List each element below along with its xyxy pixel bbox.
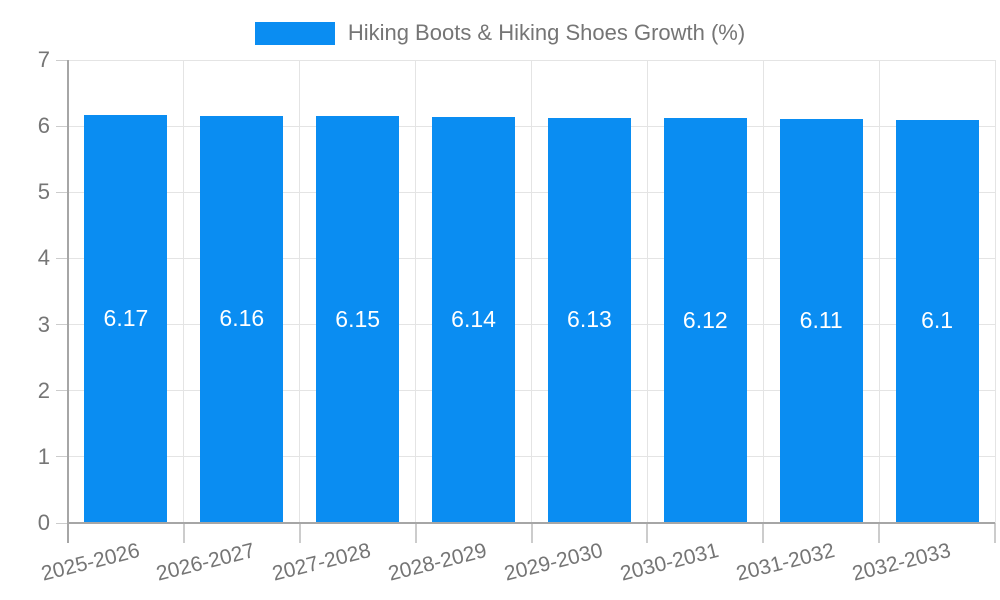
x-axis-tick (994, 523, 996, 543)
legend-label: Hiking Boots & Hiking Shoes Growth (%) (347, 20, 746, 45)
gridline-vertical (183, 60, 185, 523)
gridline-vertical (299, 60, 301, 523)
y-axis-tick-label: 7 (37, 47, 50, 72)
gridline-vertical (878, 60, 880, 523)
x-axis-tick-label: 2030-2031 (617, 539, 721, 586)
bar-2027-2028[interactable] (316, 116, 400, 523)
bar-value-label: 6.15 (335, 305, 381, 332)
y-axis-tick-label: 4 (37, 245, 50, 271)
x-axis-tick (182, 523, 185, 543)
gridline-vertical (994, 60, 996, 523)
gridline-vertical (531, 60, 532, 523)
x-axis-tick-label: 2029-2030 (501, 539, 606, 586)
gridline-vertical (415, 60, 417, 523)
y-axis-tick (56, 390, 68, 392)
x-axis-tick (298, 523, 301, 543)
gridline-vertical (646, 60, 648, 523)
y-axis-tick (56, 125, 68, 127)
bar-value-label: 6.11 (799, 306, 843, 333)
x-axis-line (68, 522, 995, 524)
y-axis-tick (56, 257, 68, 259)
bar-value-label: 6.13 (567, 306, 612, 333)
y-axis-tick-label: 3 (37, 311, 50, 337)
bar-2029-2030[interactable] (547, 117, 631, 523)
y-axis-tick (56, 456, 68, 458)
bar-2026-2027[interactable] (200, 115, 284, 523)
bar-2032-2033[interactable] (895, 119, 979, 523)
bar-value-label: 6.12 (682, 306, 728, 333)
legend[interactable]: Hiking Boots & Hiking Shoes Growth (%) (0, 20, 1000, 46)
x-axis-tick (762, 523, 765, 543)
bar-value-label: 6.17 (103, 304, 149, 331)
bar-value-label: 6.14 (451, 305, 496, 332)
y-axis-tick (56, 522, 68, 524)
x-axis-tick-label: 2027-2028 (270, 539, 374, 586)
bar-value-label: 6.16 (219, 305, 265, 332)
y-axis-tick (56, 324, 68, 326)
y-axis-tick-label: 1 (37, 443, 50, 469)
legend-swatch (254, 21, 335, 45)
x-axis-tick (530, 523, 533, 543)
bar-2030-2031[interactable] (663, 118, 747, 523)
gridline-vertical (762, 60, 764, 523)
y-axis-line (67, 60, 69, 543)
y-axis-tick (56, 59, 68, 61)
x-axis-tick-label: 2026-2027 (154, 539, 258, 586)
y-axis-tick (56, 191, 68, 193)
y-axis-tick-label: 5 (37, 179, 50, 205)
bar-2025-2026[interactable] (84, 114, 168, 523)
y-axis-tick-label: 0 (37, 510, 50, 535)
x-axis-tick (414, 523, 417, 543)
x-axis-tick-label: 2025-2026 (38, 539, 142, 586)
x-axis-tick-label: 2031-2032 (733, 539, 837, 586)
x-axis-tick-label: 2028-2029 (386, 539, 490, 586)
x-axis-tick (878, 523, 881, 543)
bar-value-label: 6.1 (921, 307, 954, 334)
y-axis-tick-label: 2 (37, 377, 50, 403)
y-axis-tick-label: 6 (37, 113, 50, 139)
x-axis-tick-label: 2032-2033 (849, 539, 953, 586)
bar-2031-2032[interactable] (779, 118, 863, 523)
x-axis-tick (646, 523, 649, 543)
bar-2028-2029[interactable] (432, 116, 516, 523)
